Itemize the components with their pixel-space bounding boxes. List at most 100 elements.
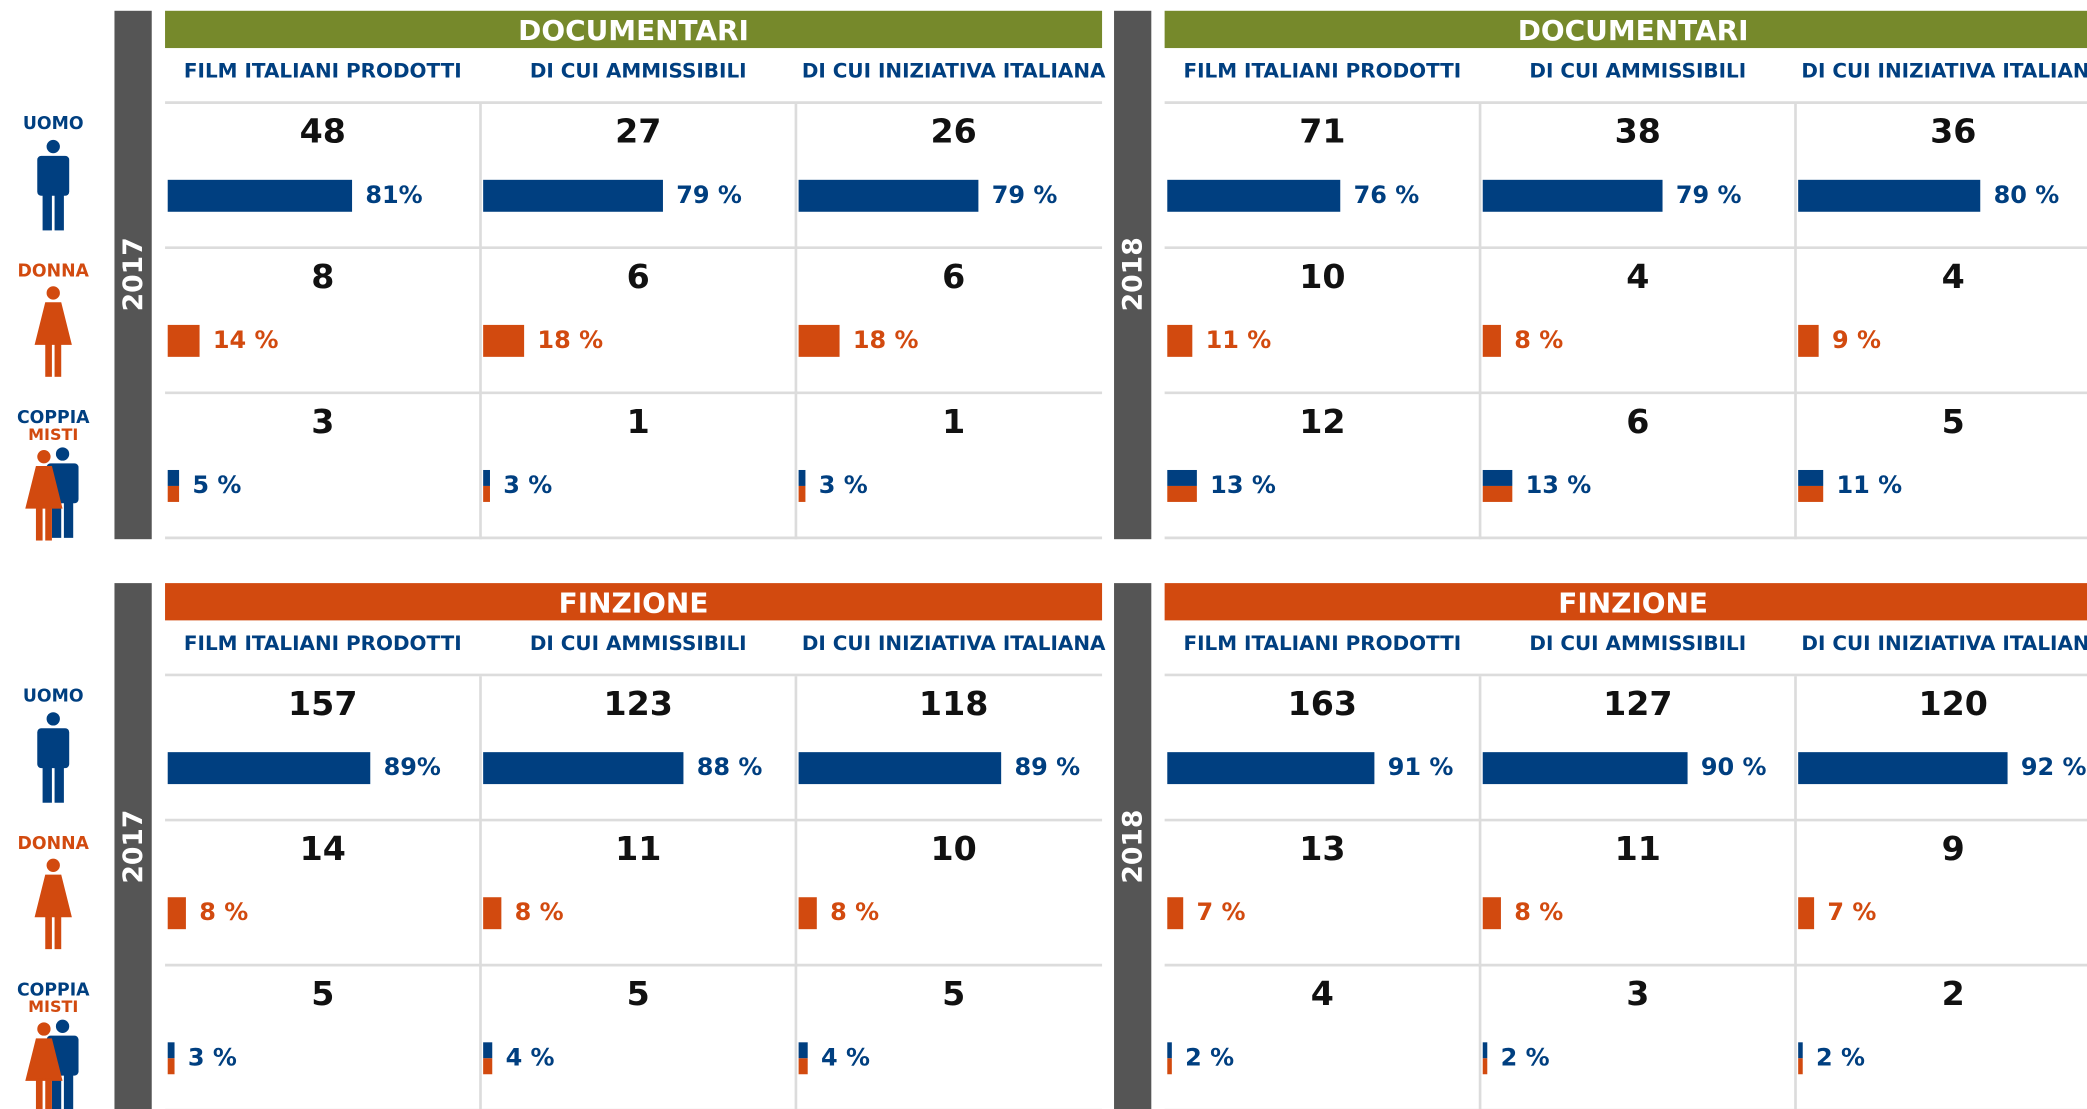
row-label: UOMO xyxy=(23,114,84,134)
bar-top xyxy=(483,469,490,486)
section-header xyxy=(1164,583,2087,621)
bar-bottom xyxy=(1167,485,1197,502)
bar-top xyxy=(1798,1042,1803,1059)
pct-label: 4 % xyxy=(506,1043,555,1071)
pct-label: 18 % xyxy=(537,326,603,354)
pct-label: 92 % xyxy=(2021,753,2087,781)
pct-label: 89% xyxy=(384,753,441,781)
count: 6 xyxy=(1626,402,1649,441)
bar xyxy=(798,897,817,930)
bar xyxy=(1167,179,1341,212)
pct-label: 79 % xyxy=(676,181,742,209)
bar-bottom xyxy=(167,1058,175,1075)
count: 1 xyxy=(627,402,650,441)
icon-body xyxy=(37,155,70,196)
bar-top xyxy=(798,1042,808,1059)
bar-bottom xyxy=(483,1058,493,1075)
year-bar xyxy=(1114,10,1152,540)
count: 4 xyxy=(1311,974,1334,1013)
icon-body xyxy=(25,465,63,509)
icon-body xyxy=(34,302,72,345)
bar-bottom xyxy=(798,485,806,502)
pct-label: 9 % xyxy=(1832,326,1881,354)
count: 5 xyxy=(942,974,965,1013)
count: 127 xyxy=(1603,684,1672,723)
year-bar xyxy=(114,583,152,1109)
bar xyxy=(1482,897,1501,930)
icon-head xyxy=(46,858,60,872)
count: 1 xyxy=(942,402,965,441)
bar xyxy=(167,324,200,357)
count: 8 xyxy=(311,257,334,296)
bar-top xyxy=(1482,1042,1488,1059)
bar xyxy=(167,752,371,785)
count: 5 xyxy=(627,974,650,1013)
bar xyxy=(1482,179,1663,212)
count: 6 xyxy=(627,257,650,296)
pct-label: 88 % xyxy=(697,753,763,781)
pct-label: 81% xyxy=(365,181,422,209)
pct-label: 8 % xyxy=(515,898,564,926)
icon-leg xyxy=(63,1072,74,1109)
bar xyxy=(1482,752,1688,785)
count: 38 xyxy=(1615,112,1661,151)
row-label: COPPIA xyxy=(17,980,90,1000)
count: 11 xyxy=(1615,829,1661,868)
count: 2 xyxy=(1942,974,1965,1013)
icon-leg xyxy=(42,193,52,231)
icon-head xyxy=(46,712,60,726)
row-label: MISTI xyxy=(28,997,78,1016)
bar xyxy=(167,179,353,212)
pct-label: 2 % xyxy=(1816,1043,1865,1071)
bar-top xyxy=(1167,469,1197,486)
pct-label: 14 % xyxy=(213,326,279,354)
section-header xyxy=(165,10,1103,49)
pct-label: 80 % xyxy=(1994,181,2060,209)
count: 157 xyxy=(288,684,357,723)
icon-leg xyxy=(45,342,52,377)
bar-top xyxy=(1482,469,1513,486)
section-title: FINZIONE xyxy=(1558,586,1708,619)
pct-label: 3 % xyxy=(503,471,552,499)
row-label: UOMO xyxy=(23,686,84,706)
pct-label: 13 % xyxy=(1210,471,1276,499)
column-header: DI CUI AMMISSIBILI xyxy=(1529,59,1746,83)
bar xyxy=(798,179,979,212)
column-header: DI CUI INIZIATIVA ITALIANA xyxy=(802,631,1106,655)
pct-label: 3 % xyxy=(188,1043,237,1071)
icon-body xyxy=(34,874,72,918)
count: 123 xyxy=(603,684,672,723)
icon-leg xyxy=(45,1078,52,1109)
icon-head xyxy=(55,1019,70,1033)
column-header: DI CUI AMMISSIBILI xyxy=(530,631,747,655)
bar-bottom xyxy=(1798,485,1824,502)
icon-leg xyxy=(51,500,62,538)
count: 5 xyxy=(1942,402,1965,441)
icon-leg xyxy=(45,914,52,950)
icon-leg xyxy=(42,765,52,803)
pct-label: 7 % xyxy=(1827,898,1876,926)
bar xyxy=(1798,179,1981,212)
icon-leg xyxy=(54,765,64,803)
count: 13 xyxy=(1299,829,1345,868)
bar xyxy=(483,752,684,785)
column-header: FILM ITALIANI PRODOTTI xyxy=(1183,631,1461,655)
pct-label: 76 % xyxy=(1354,181,1420,209)
bar xyxy=(1798,897,1815,930)
row-label: DONNA xyxy=(18,834,90,854)
icon-body xyxy=(37,728,70,769)
pct-label: 90 % xyxy=(1701,753,1767,781)
pct-label: 8 % xyxy=(1514,326,1563,354)
column-header: DI CUI INIZIATIVA ITALIANA xyxy=(1801,631,2087,655)
icon-leg xyxy=(54,193,64,231)
icon-head xyxy=(46,139,60,154)
bar xyxy=(483,324,525,357)
count: 120 xyxy=(1919,684,1988,723)
count: 9 xyxy=(1942,829,1965,868)
year-label: 2018 xyxy=(1118,237,1149,311)
bar xyxy=(167,897,186,930)
column-header: DI CUI AMMISSIBILI xyxy=(530,59,747,83)
icon-leg xyxy=(35,1078,43,1109)
year-label: 2017 xyxy=(118,810,149,884)
bar-top xyxy=(1167,1042,1172,1059)
